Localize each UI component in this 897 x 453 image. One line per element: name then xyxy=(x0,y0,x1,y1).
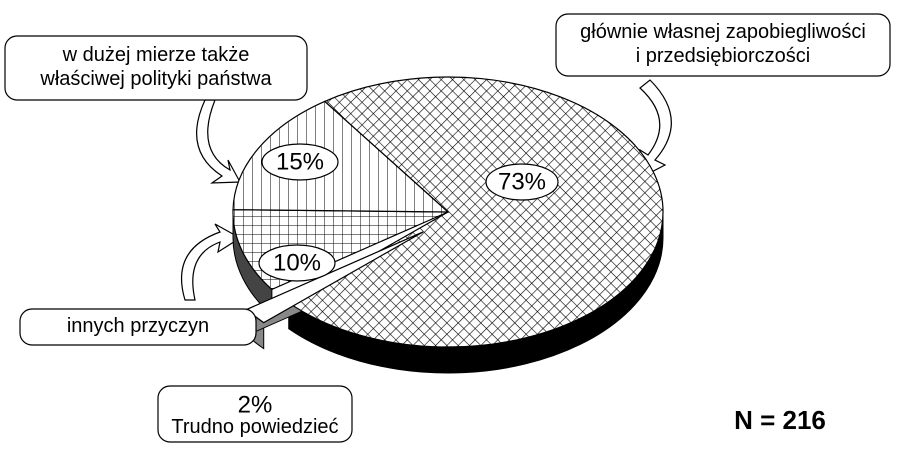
annotation: N = 216 xyxy=(734,405,826,435)
callout-box xyxy=(4,35,308,101)
value-label-bg xyxy=(485,163,559,201)
category-label: w dużej mierze także właściwej polityki p… xyxy=(39,44,272,90)
slice xyxy=(232,100,450,213)
value-label-bg xyxy=(258,244,336,282)
value-label: 15% xyxy=(276,148,324,175)
callout-box xyxy=(555,13,891,77)
slice xyxy=(287,76,664,348)
callout-box xyxy=(157,385,353,443)
value-label: 2% xyxy=(238,391,273,418)
slices xyxy=(232,76,664,348)
category-label: głównie własnej zapobiegliwości i przedsi… xyxy=(580,21,866,67)
callout-box xyxy=(19,308,257,346)
value-label: 73% xyxy=(498,168,546,195)
category-label: Trudno powiedzieć xyxy=(171,416,338,438)
category-label: innych przyczyn xyxy=(67,315,209,337)
value-label-bg xyxy=(261,143,339,181)
value-label: 10% xyxy=(273,249,321,276)
